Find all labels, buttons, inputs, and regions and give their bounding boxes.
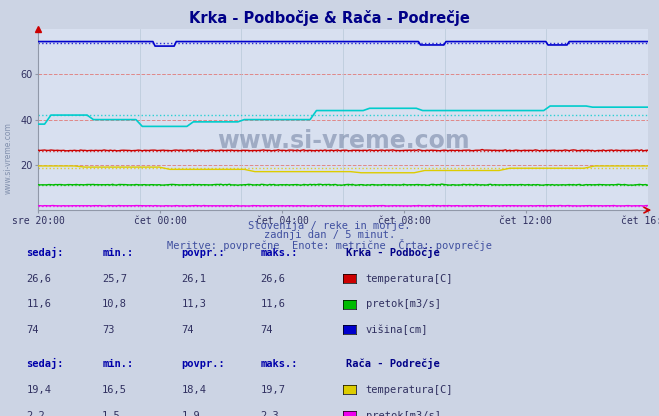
Text: www.si-vreme.com: www.si-vreme.com <box>4 122 13 194</box>
Text: 16,5: 16,5 <box>102 385 127 395</box>
Text: sedaj:: sedaj: <box>26 247 64 258</box>
Text: zadnji dan / 5 minut.: zadnji dan / 5 minut. <box>264 230 395 240</box>
Text: 74: 74 <box>260 325 273 335</box>
Text: 11,6: 11,6 <box>26 300 51 310</box>
Text: 73: 73 <box>102 325 115 335</box>
Text: povpr.:: povpr.: <box>181 359 225 369</box>
Text: 2,3: 2,3 <box>260 411 279 416</box>
Text: 2,2: 2,2 <box>26 411 45 416</box>
Text: 19,4: 19,4 <box>26 385 51 395</box>
Text: pretok[m3/s]: pretok[m3/s] <box>366 411 441 416</box>
Text: www.si-vreme.com: www.si-vreme.com <box>217 129 469 154</box>
Text: Meritve: povprečne  Enote: metrične  Črta: povprečje: Meritve: povprečne Enote: metrične Črta:… <box>167 239 492 251</box>
Text: temperatura[C]: temperatura[C] <box>366 385 453 395</box>
Text: Krka - Podbočje: Krka - Podbočje <box>346 247 440 258</box>
Text: 25,7: 25,7 <box>102 274 127 284</box>
Text: Rača - Podrečje: Rača - Podrečje <box>346 358 440 369</box>
Text: 11,6: 11,6 <box>260 300 285 310</box>
Text: povpr.:: povpr.: <box>181 248 225 258</box>
Text: višina[cm]: višina[cm] <box>366 325 428 335</box>
Text: 1,5: 1,5 <box>102 411 121 416</box>
Text: min.:: min.: <box>102 359 133 369</box>
Text: 18,4: 18,4 <box>181 385 206 395</box>
Text: pretok[m3/s]: pretok[m3/s] <box>366 300 441 310</box>
Text: 10,8: 10,8 <box>102 300 127 310</box>
Text: 11,3: 11,3 <box>181 300 206 310</box>
Text: 26,6: 26,6 <box>260 274 285 284</box>
Text: 26,6: 26,6 <box>26 274 51 284</box>
Text: sedaj:: sedaj: <box>26 358 64 369</box>
Text: 26,1: 26,1 <box>181 274 206 284</box>
Text: min.:: min.: <box>102 248 133 258</box>
Text: temperatura[C]: temperatura[C] <box>366 274 453 284</box>
Text: maks.:: maks.: <box>260 248 298 258</box>
Text: Slovenija / reke in morje.: Slovenija / reke in morje. <box>248 221 411 231</box>
Text: Krka - Podbočje & Rača - Podrečje: Krka - Podbočje & Rača - Podrečje <box>189 10 470 26</box>
Text: 19,7: 19,7 <box>260 385 285 395</box>
Text: 74: 74 <box>181 325 194 335</box>
Text: 1,9: 1,9 <box>181 411 200 416</box>
Text: maks.:: maks.: <box>260 359 298 369</box>
Text: 74: 74 <box>26 325 39 335</box>
